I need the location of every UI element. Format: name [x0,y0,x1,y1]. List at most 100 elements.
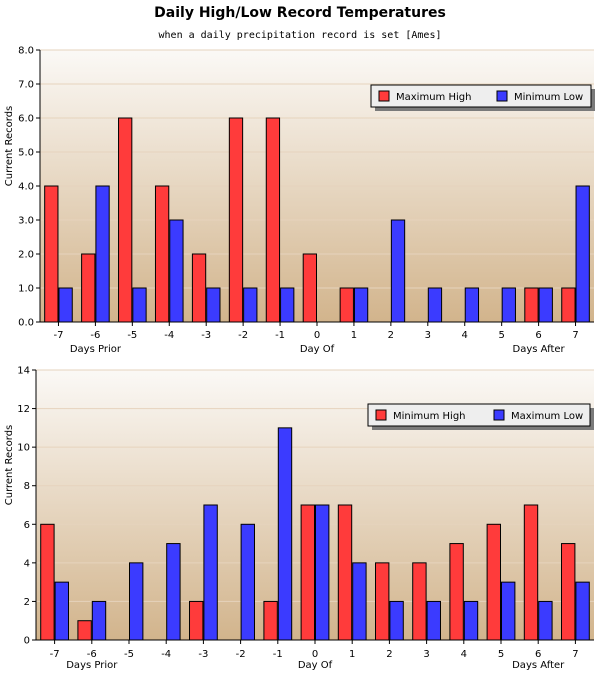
bar-red [44,185,59,323]
y-tick-label: 4 [24,558,30,569]
x-tick-label: 7 [572,330,578,341]
bar-blue [166,543,181,641]
bar-blue [427,287,443,323]
bar-red [77,620,92,641]
bar-red [524,287,539,323]
bar-blue [463,600,479,641]
x-tick-label: 3 [425,330,431,341]
bar-red [191,253,207,323]
x-tick-label: -2 [238,330,248,341]
x-tick-label: -5 [124,649,134,660]
x-tick-label: -3 [201,330,211,341]
legend-box [367,403,591,427]
y-tick-label: 4.0 [18,182,34,193]
legend-label: Maximum Low [511,411,583,422]
y-tick-label: 12 [17,404,30,415]
bar-blue [464,287,480,323]
bar-blue [426,600,441,641]
bar-red [118,117,133,323]
bar-red [189,600,204,641]
bar-blue [54,581,69,641]
x-tick-label: 0 [314,330,320,341]
y-tick-label: 2.0 [18,250,34,261]
bar-blue [575,581,590,641]
bar-blue [129,562,144,641]
bar-blue [538,287,553,323]
bar-red [228,117,244,323]
x-tick-label: 3 [423,649,429,660]
bar-red [302,253,318,323]
x-tick-label: 5 [498,649,504,660]
x-tick-label: 4 [461,649,467,660]
bar-blue [390,219,406,323]
y-axis-label: Current Records [4,106,15,187]
legend-label: Minimum High [393,411,466,422]
x-tick-label: -7 [53,330,63,341]
x-group-label: Day Of [298,660,333,671]
bar-red [412,562,427,641]
bar-blue [132,287,147,323]
bar-red [337,504,353,641]
bar-blue [538,600,553,641]
legend-label: Maximum High [396,92,471,103]
bar-red [375,562,390,641]
bar-red [486,523,502,641]
x-tick-label: -7 [50,649,60,660]
bar-blue [352,562,367,641]
bar-blue [280,287,295,323]
x-tick-label: 5 [498,330,504,341]
y-tick-label: 6.0 [18,114,34,125]
legend: Maximum High Minimum Low [370,84,595,111]
y-tick-label: 2 [24,597,30,608]
bar-blue [389,600,404,641]
bar-blue [277,427,293,641]
x-tick-label: 2 [386,649,392,660]
y-tick-label: 0 [24,636,30,647]
y-axis-label: Current Records [4,425,15,506]
bar-red [339,287,354,323]
bar-blue [91,600,107,641]
x-tick-label: 2 [388,330,394,341]
bar-red [561,543,576,641]
legend-box [370,84,592,108]
bar-red [154,185,170,323]
x-tick-label: -6 [87,649,97,660]
bar-blue [575,185,590,323]
x-tick-label: 4 [462,330,468,341]
bar-blue [58,287,73,323]
x-tick-label: 6 [535,649,541,660]
x-tick-label: -4 [164,330,174,341]
y-tick-label: 7.0 [18,80,34,91]
bar-blue [501,287,516,323]
x-tick-label: -1 [275,330,285,341]
x-group-label: Days Prior [66,660,118,671]
bar-blue [353,287,369,323]
y-tick-label: 3.0 [18,216,34,227]
legend-swatch [493,409,505,421]
bar-red [449,543,464,641]
chart-title: Daily High/Low Record Temperatures [154,5,446,21]
x-group-label: Days After [513,344,566,355]
x-tick-label: 0 [312,649,318,660]
y-tick-label: 5.0 [18,148,34,159]
bar-red [81,253,96,323]
bar-blue [203,504,218,641]
y-tick-label: 8 [24,481,30,492]
bar-blue [95,185,110,323]
bar-red [263,600,278,641]
x-tick-label: -5 [127,330,137,341]
legend-swatch [375,409,387,421]
x-tick-label: -6 [90,330,100,341]
x-tick-label: 7 [572,649,578,660]
y-tick-label: 6 [24,520,30,531]
x-group-label: Days After [512,660,565,671]
y-tick-label: 14 [17,366,30,377]
y-tick-label: 10 [17,443,30,454]
x-tick-label: -2 [236,649,246,660]
x-group-label: Day Of [300,344,335,355]
x-tick-label: 1 [349,649,355,660]
bar-red [265,117,281,323]
bar-red [40,523,55,641]
